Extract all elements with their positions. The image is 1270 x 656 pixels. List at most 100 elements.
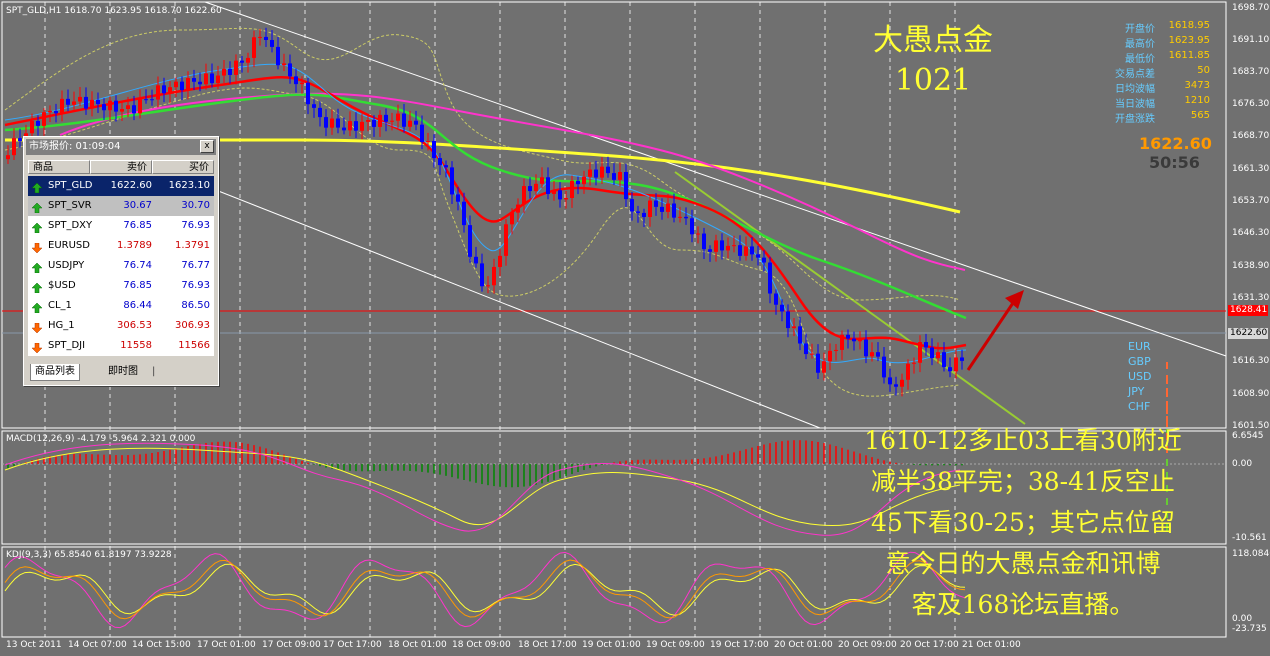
currency-code: EUR: [1128, 340, 1151, 353]
candle-body: [816, 353, 820, 373]
candle-body: [540, 177, 544, 184]
candle-body: [396, 113, 400, 121]
column-symbol[interactable]: 商品: [28, 160, 90, 174]
market-watch-row[interactable]: SPT_GLD 1622.60 1623.10: [28, 176, 214, 196]
tab-tick-chart[interactable]: 即时图: [108, 366, 138, 377]
market-watch-window[interactable]: 市场报价: 01:09:04 x 商品 卖价 买价 SPT_GLD 1622.60…: [23, 136, 219, 386]
arrow-up-icon: [31, 261, 43, 274]
candle-body: [810, 353, 814, 355]
arrow-up-icon: [31, 201, 43, 214]
macd-signal-line: [4, 447, 961, 527]
market-watch-row[interactable]: $USD 76.85 76.93: [28, 276, 214, 296]
currency-code: USD: [1128, 370, 1152, 383]
candle-body: [702, 233, 706, 250]
candle-body: [150, 99, 154, 101]
candle-body: [588, 169, 592, 177]
price-axis-label: 1646.30: [1232, 228, 1270, 238]
stat-value: 1618.95: [1168, 20, 1210, 31]
candle-body: [846, 334, 850, 339]
candle-body: [186, 78, 190, 91]
arrow-down-icon: [31, 321, 43, 334]
tab-symbols[interactable]: 商品列表: [30, 364, 80, 381]
bid-price: 306.53: [117, 320, 152, 331]
candle-body: [132, 105, 136, 114]
symbol-name: $USD: [48, 280, 76, 291]
candle-body: [414, 120, 418, 125]
market-watch-header: 商品 卖价 买价: [28, 158, 214, 176]
stat-label: 当日波幅: [1115, 99, 1155, 110]
candle-body: [948, 367, 952, 372]
candle-body: [192, 78, 196, 82]
candle-body: [900, 379, 904, 387]
bid-price: 76.85: [123, 220, 152, 231]
close-icon[interactable]: x: [200, 140, 214, 153]
price-axis-label: 1691.10: [1232, 35, 1270, 45]
chart-header: SPT_GLD,H1 1618.70 1623.95 1618.70 1622.…: [6, 6, 222, 16]
candle-body: [366, 120, 370, 122]
candle-body: [300, 82, 304, 85]
column-ask[interactable]: 买价: [152, 160, 214, 174]
ask-price: 11566: [178, 340, 210, 351]
up-arrow-icon: [1005, 290, 1024, 309]
candle-body: [570, 180, 574, 198]
stat-value: 50: [1197, 65, 1210, 76]
candle-body: [432, 140, 436, 159]
bar-timer: 50:56: [1149, 153, 1200, 172]
candle-body: [6, 155, 10, 160]
price-axis-label: 1608.90: [1232, 389, 1270, 399]
candle-body: [420, 124, 424, 143]
market-watch-title[interactable]: 市场报价: 01:09:04: [26, 139, 216, 155]
candle-body: [42, 112, 46, 126]
candle-body: [960, 357, 964, 361]
candle-body: [330, 118, 334, 128]
macd-axis-bottom: -10.561: [1232, 533, 1267, 543]
date-axis-label: 18 Oct 01:00: [388, 640, 447, 650]
price-axis-label: 1601.50: [1232, 421, 1270, 431]
candle-body: [546, 177, 550, 194]
candle-body: [276, 46, 280, 66]
candle-body: [942, 352, 946, 368]
candle-body: [786, 311, 790, 329]
candle-body: [954, 357, 958, 372]
market-watch-list: SPT_GLD 1622.60 1623.10 SPT_SVR 30.67 30.70 SP…: [28, 176, 214, 356]
symbol-name: USDJPY: [48, 260, 85, 271]
market-watch-row[interactable]: SPT_DXY 76.85 76.93: [28, 216, 214, 236]
market-watch-tabs: 商品列表 即时图 |: [28, 364, 214, 381]
market-watch-row[interactable]: SPT_SVR 30.67 30.70: [28, 196, 214, 216]
candle-body: [924, 342, 928, 348]
date-axis-label: 20 Oct 09:00: [838, 640, 897, 650]
column-bid[interactable]: 卖价: [90, 160, 152, 174]
candle-body: [162, 85, 166, 94]
candle-body: [426, 140, 430, 143]
current-price-badge: 1622.60: [1228, 328, 1268, 339]
candle-body: [480, 263, 484, 287]
currency-code: GBP: [1128, 355, 1151, 368]
candle-body: [210, 73, 214, 84]
candle-body: [108, 100, 112, 111]
candle-body: [882, 356, 886, 378]
market-watch-row[interactable]: SPT_DJI 11558 11566: [28, 336, 214, 356]
candle-body: [96, 99, 100, 105]
arrow-up-icon: [31, 281, 43, 294]
candle-body: [102, 104, 106, 111]
price-axis-label: 1676.30: [1232, 99, 1270, 109]
market-watch-row[interactable]: USDJPY 76.74 76.77: [28, 256, 214, 276]
channel-lower-line: [159, 167, 821, 429]
candle-body: [528, 186, 532, 192]
candle-body: [198, 81, 202, 85]
candle-body: [264, 36, 268, 40]
arrow-up-icon: [31, 301, 43, 314]
market-watch-row[interactable]: HG_1 306.53 306.93: [28, 316, 214, 336]
candle-body: [18, 138, 22, 142]
candle-body: [474, 256, 478, 264]
ma-magenta: [59, 92, 966, 271]
market-watch-row[interactable]: EURUSD 1.3789 1.3791: [28, 236, 214, 256]
candle-body: [492, 266, 496, 286]
candle-body: [450, 167, 454, 195]
candle-body: [72, 101, 76, 105]
candle-body: [504, 224, 508, 256]
candle-body: [840, 334, 844, 350]
market-watch-row[interactable]: CL_1 86.44 86.50: [28, 296, 214, 316]
